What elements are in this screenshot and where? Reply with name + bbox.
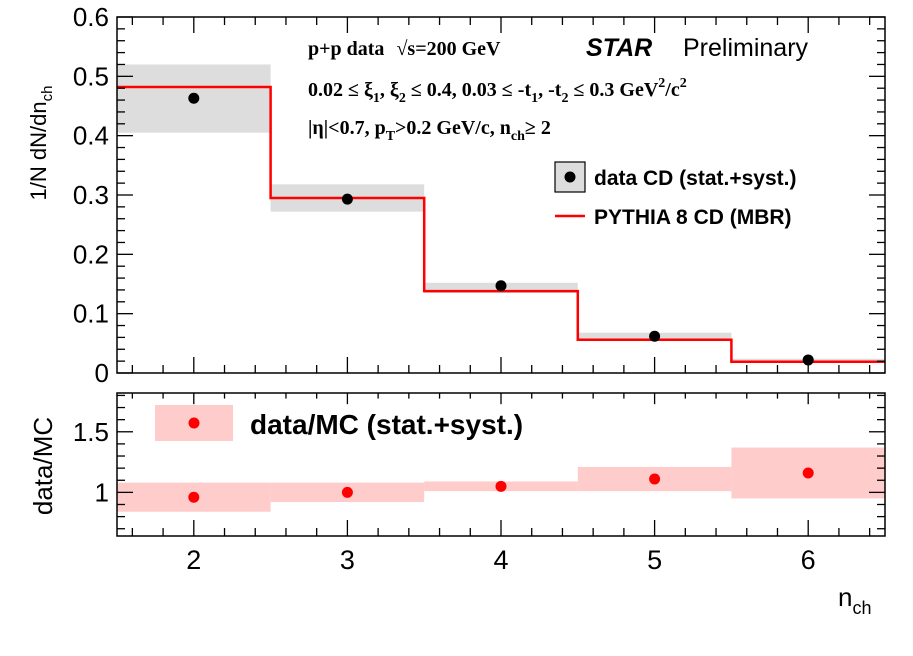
top-panel: 0 0.1 0.2 0.3 0.4 0.5 0.6 1/N dN/dnch p+p data… <box>26 2 886 388</box>
bottom-y-tick-labels: 11.5 <box>73 417 109 508</box>
top-legend: data CD (stat.+syst.) PYTHIA 8 CD (MBR) <box>554 161 796 229</box>
top-ytick-label: 0.3 <box>73 180 109 210</box>
ratio-points <box>188 467 814 503</box>
legend-ratio-marker <box>188 417 200 429</box>
bottom-legend: data/MC (stat.+syst.) <box>155 405 523 441</box>
x-axis-title: nch <box>838 582 871 618</box>
top-ytick-label: 0.5 <box>73 61 109 91</box>
annotation-line-3: |η|<0.7, pT>0.2 GeV/c, nch≥ 2 <box>308 117 551 144</box>
ratio-point-3 <box>341 486 353 498</box>
x-tick-labels: 2 3 4 5 6 <box>186 545 815 575</box>
ratio-point-5 <box>649 473 661 485</box>
legend-data-marker <box>564 171 576 183</box>
top-ytick-label: 0.6 <box>73 2 109 32</box>
bot-ytick-label: 1 <box>95 477 109 507</box>
ratio-bands <box>117 447 885 512</box>
top-ytick-label: 0.1 <box>73 299 109 329</box>
xtick-label: 3 <box>340 545 355 575</box>
data-point-4 <box>495 280 507 292</box>
data-point-5 <box>649 330 661 342</box>
bottom-axis-ticks <box>117 393 885 536</box>
data-points <box>188 92 814 366</box>
top-y-tick-labels: 0 0.1 0.2 0.3 0.4 0.5 0.6 <box>73 2 109 388</box>
legend-ratio-label: data/MC (stat.+syst.) <box>250 409 523 440</box>
top-y-axis-title: 1/N dN/dnch <box>26 86 56 201</box>
xtick-label: 2 <box>186 545 201 575</box>
legend-mc-label: PYTHIA 8 CD (MBR) <box>594 206 792 229</box>
data-point-3 <box>341 193 353 205</box>
top-axis-ticks <box>117 16 885 374</box>
top-ytick-label: 0 <box>95 358 109 388</box>
top-ytick-label: 0.4 <box>73 121 109 151</box>
top-y-axis-title-sub: ch <box>39 86 56 102</box>
preliminary-label: Preliminary <box>683 34 809 62</box>
legend-data-band-swatch <box>554 161 586 193</box>
xtick-label: 6 <box>801 545 816 575</box>
annotation-line-1: p+p data √s=200 GeV <box>308 38 501 60</box>
x-axis-title-sub: ch <box>852 598 871 618</box>
ratio-point-2 <box>188 491 200 503</box>
xtick-label: 5 <box>647 545 662 575</box>
annotation-line-2: 0.02 ≤ ξ1, ξ2 ≤ 0.4, 0.03 ≤ -t1, -t2 ≤ 0… <box>308 76 687 106</box>
data-point-2 <box>188 92 200 104</box>
ratio-point-4 <box>495 480 507 492</box>
xtick-label: 4 <box>493 545 508 575</box>
legend-data-label: data CD (stat.+syst.) <box>594 167 796 190</box>
star-label: STAR <box>586 34 652 62</box>
bottom-y-axis-title: data/MC <box>28 417 58 515</box>
ratio-point-6 <box>802 467 814 479</box>
bot-ytick-label: 1.5 <box>73 417 109 447</box>
top-ytick-label: 0.2 <box>73 239 109 269</box>
